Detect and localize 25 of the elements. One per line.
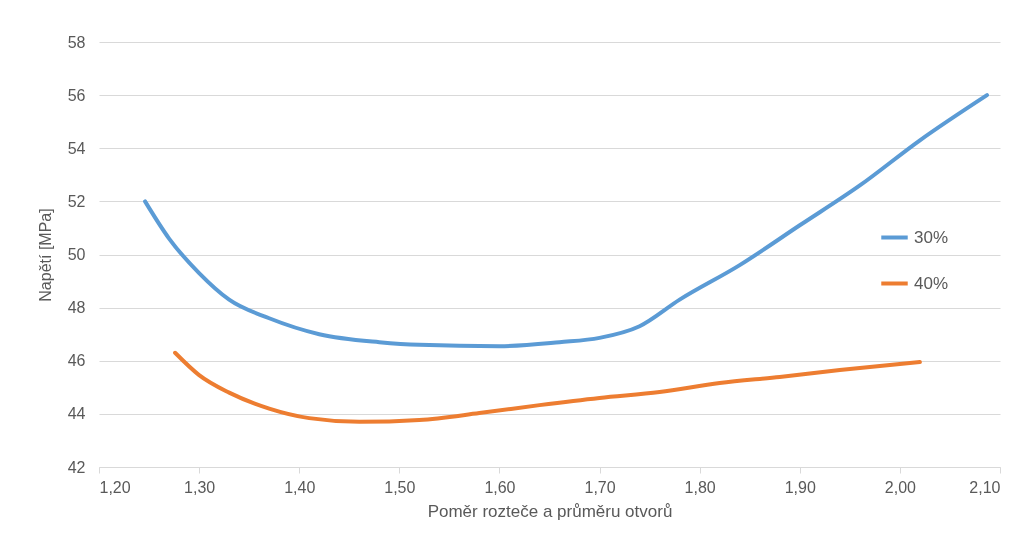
x-tick-label: 2,10 <box>969 478 1001 496</box>
y-tick-label: 56 <box>67 86 86 104</box>
y-tick-label: 42 <box>67 458 86 476</box>
x-tick-label: 2,00 <box>884 478 917 496</box>
y-tick-label: 54 <box>67 139 86 157</box>
y-tick-label: 46 <box>67 352 86 370</box>
line-series <box>143 93 989 349</box>
x-tick-label: 1,20 <box>99 478 131 496</box>
x-tick-label: 1,40 <box>284 478 316 496</box>
y-tick-label: 58 <box>67 33 86 51</box>
x-tick-label: 1,70 <box>584 478 616 496</box>
x-tick-label: 1,50 <box>384 478 416 496</box>
x-axis-title: Poměr rozteče a průměru otvorů <box>427 501 673 521</box>
y-axis-title: Napětí [MPa] <box>36 208 54 302</box>
x-tick-label: 1,30 <box>184 478 216 496</box>
y-tick-label: 52 <box>67 192 86 210</box>
y-tick-label: 48 <box>67 299 86 317</box>
y-tick-label: 50 <box>67 246 86 263</box>
legend-label: 30% <box>914 227 949 247</box>
legend-label: 40% <box>914 273 949 293</box>
x-tick-label: 1,80 <box>684 478 716 496</box>
x-tick-label: 1,90 <box>784 478 816 496</box>
x-tick-label: 1,60 <box>484 478 516 496</box>
line-series <box>173 350 922 424</box>
y-tick-label: 44 <box>67 405 86 423</box>
